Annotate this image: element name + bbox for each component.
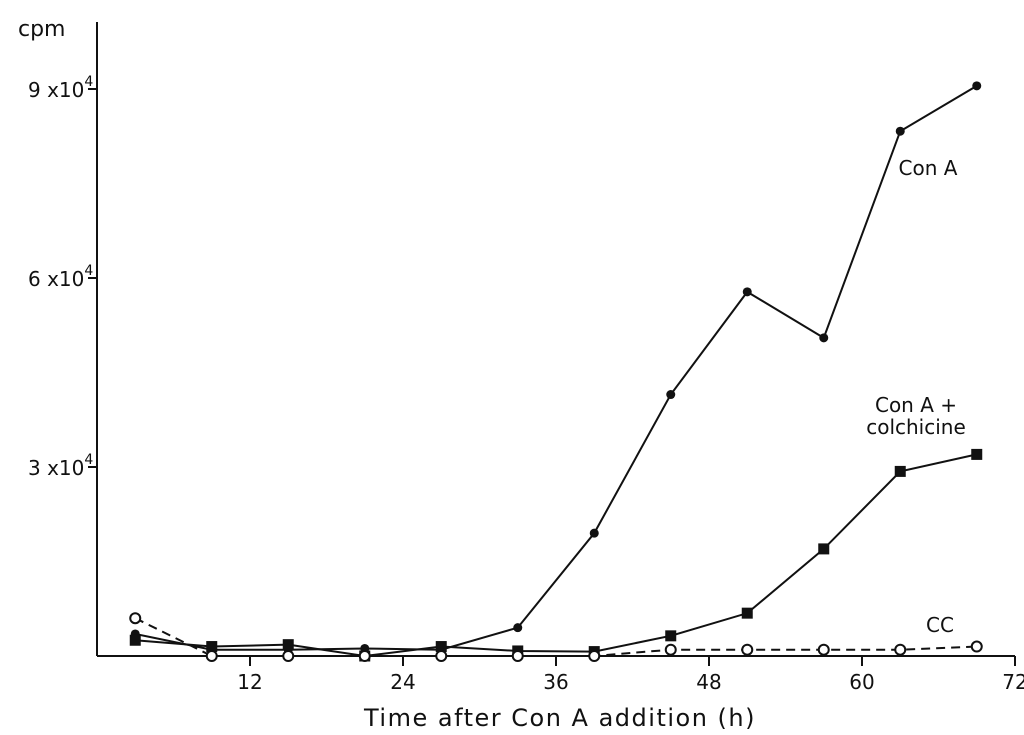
y-axis-label: cpm <box>18 17 66 42</box>
data-point <box>206 641 218 653</box>
x-tick-label: 48 <box>696 670 721 694</box>
series-2 <box>129 448 983 662</box>
series-label-line: colchicine <box>866 415 966 439</box>
data-point <box>819 333 829 343</box>
data-point <box>895 126 905 136</box>
y-tick-label: 9 x104 <box>28 74 93 102</box>
data-point <box>894 465 906 477</box>
series-label: CC <box>926 613 954 637</box>
data-point <box>817 643 830 656</box>
series-line <box>134 617 977 657</box>
x-tick-label: 72 <box>1002 670 1024 694</box>
data-point <box>894 643 907 656</box>
series-layer <box>129 81 983 662</box>
data-point <box>435 641 447 653</box>
data-point <box>511 650 524 662</box>
data-point <box>589 528 599 538</box>
data-point <box>358 650 371 662</box>
series-label-line: CC <box>926 613 954 637</box>
series-label: Con A <box>899 156 958 180</box>
series-label-line: Con A <box>899 156 958 180</box>
data-point <box>282 639 294 651</box>
data-point <box>665 630 677 642</box>
y-tick-label: 3 x104 <box>28 452 93 480</box>
series-label-line: Con A + <box>875 393 957 417</box>
axes <box>96 22 1015 657</box>
data-point <box>664 643 677 656</box>
data-point <box>666 390 676 400</box>
x-tick-label: 24 <box>390 670 415 694</box>
data-point <box>972 81 982 91</box>
data-point <box>818 543 830 555</box>
y-tick-exponent: 4 <box>84 74 93 90</box>
data-point <box>513 623 523 633</box>
x-tick-label: 60 <box>849 670 874 694</box>
data-point <box>435 650 448 662</box>
series-labels: Con A Con A + colchicine CC <box>866 156 966 637</box>
y-tick-label: 6 x104 <box>28 263 93 291</box>
y-tick-exponent: 4 <box>84 452 93 468</box>
y-tick-exponent: 4 <box>84 263 93 279</box>
data-point <box>282 650 295 662</box>
x-axis-label: Time after Con A addition (h) <box>363 704 756 732</box>
data-point <box>129 612 142 625</box>
series-line <box>135 453 977 658</box>
data-point <box>971 448 983 460</box>
x-ticks: 12 24 36 48 60 72 <box>237 656 1024 694</box>
data-point <box>742 287 752 297</box>
data-point <box>741 643 754 656</box>
series-3 <box>129 612 983 662</box>
data-point <box>970 640 983 653</box>
y-ticks: 3 x104 6 x104 9 x104 <box>28 74 97 480</box>
series-line <box>135 84 978 651</box>
series-1 <box>130 81 982 655</box>
data-point <box>205 650 218 662</box>
data-point <box>588 650 601 662</box>
data-point <box>129 634 141 646</box>
data-point <box>741 607 753 619</box>
x-tick-label: 36 <box>543 670 568 694</box>
x-tick-label: 12 <box>237 670 262 694</box>
series-label: Con A + colchicine <box>866 393 966 439</box>
